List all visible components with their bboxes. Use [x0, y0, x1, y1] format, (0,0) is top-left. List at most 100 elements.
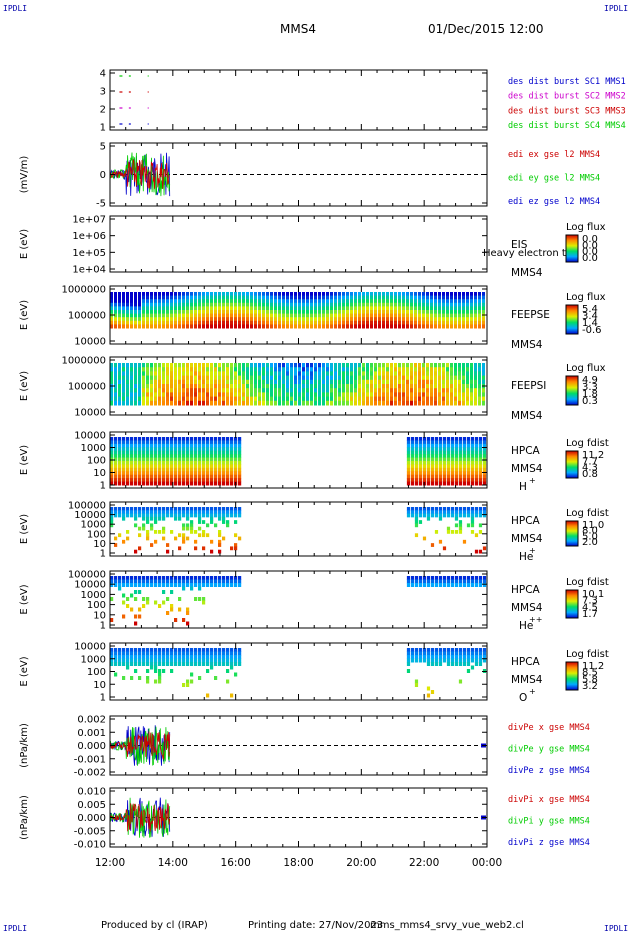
spectrogram-cell-feepse — [318, 292, 321, 297]
spectrogram-cell-feepse — [226, 320, 229, 325]
spectrogram-cell-feepse — [294, 324, 297, 329]
spectrogram-cell-feepse — [322, 302, 325, 307]
spectrogram-cell-hpca_hepp — [174, 583, 178, 587]
y-tick-label-hpca_hepp: 10 — [93, 610, 106, 621]
spectrogram-cell-feepsi — [298, 363, 301, 368]
panel-frame-burst — [109, 69, 488, 131]
spectrogram-cell-hpca_h — [442, 457, 447, 462]
spectrogram-cell-hpca_o — [186, 683, 190, 687]
time-tick-label: 18:00 — [283, 857, 313, 869]
spectrogram-cell-hpca_o — [194, 651, 198, 656]
spectrogram-cell-hpca_he — [218, 533, 222, 538]
spectrogram-cell-feepse — [346, 292, 349, 297]
spectrogram-cell-feepse — [442, 317, 445, 322]
spectrogram-cell-feepsi — [138, 363, 141, 368]
spectrogram-cell-feepse — [438, 320, 441, 325]
y-tick-label-hpca_o: 1000 — [81, 654, 106, 665]
spectrogram-cell-hpca_o — [466, 648, 471, 652]
spectrogram-cell-hpca_hepp — [138, 614, 142, 619]
spectrogram-cell-feepse — [290, 295, 293, 300]
spectrogram-cell-hpca_hepp — [138, 579, 142, 584]
spectrogram-cell-hpca_h — [126, 457, 130, 462]
spectrogram-cell-hpca_o — [130, 648, 134, 652]
spectrogram-cell-feepse — [342, 302, 345, 307]
spectrogram-cell-hpca_h — [158, 471, 162, 476]
spectrogram-cell-feepsi — [382, 400, 385, 406]
spectrogram-cell-hpca_o — [454, 651, 459, 656]
spectrogram-cell-hpca_he — [194, 530, 198, 534]
spectrogram-cell-feepse — [298, 310, 301, 315]
spectrogram-cell-feepsi — [246, 392, 249, 398]
spectrogram-cell-feepse — [266, 295, 269, 300]
spectrogram-cell-feepse — [186, 320, 189, 325]
spectrogram-cell-feepsi — [222, 379, 225, 385]
spectrogram-cell-feepse — [358, 320, 361, 325]
spectrogram-cell-feepsi — [158, 371, 161, 377]
spectrogram-cell-feepse — [222, 295, 225, 300]
spectrogram-cell-hpca_h — [406, 478, 411, 483]
spectrogram-cell-hpca_he — [414, 507, 419, 511]
spectrogram-cell-feepse — [254, 313, 257, 318]
spectrogram-cell-feepsi — [430, 400, 433, 406]
spectrogram-cell-hpca_h — [442, 461, 447, 465]
spectrogram-cell-hpca_he — [130, 513, 134, 518]
spectrogram-cell-hpca_o — [126, 655, 130, 659]
spectrogram-cell-hpca_o — [194, 655, 198, 659]
spectrogram-cell-hpca_h — [446, 447, 451, 452]
spectrogram-cell-feepsi — [338, 396, 341, 402]
spectrogram-cell-feepse — [406, 306, 409, 311]
spectrogram-cell-feepsi — [334, 400, 337, 406]
spectrogram-cell-hpca_h — [158, 464, 162, 469]
spectrogram-cell-feepsi — [218, 367, 221, 372]
spectrogram-cell-hpca_h — [190, 450, 194, 455]
spectrogram-cell-feepse — [442, 324, 445, 329]
spectrogram-cell-feepse — [410, 324, 413, 329]
spectrogram-cell-feepse — [230, 310, 233, 315]
spectrogram-cell-feepsi — [114, 388, 117, 393]
spectrogram-cell-hpca_he — [142, 526, 146, 531]
spectrogram-cell-feepse — [394, 302, 397, 307]
spectrogram-cell-feepse — [414, 292, 417, 297]
spectrogram-cell-feepse — [330, 317, 333, 322]
spectrogram-cell-feepse — [370, 302, 373, 307]
spectrogram-cell-hpca_h — [118, 464, 122, 469]
spectrogram-cell-hpca_h — [114, 450, 118, 455]
spectrogram-cell-feepsi — [422, 375, 425, 381]
spectrogram-cell-feepse — [194, 313, 197, 318]
spectrogram-cell-hpca_h — [126, 443, 130, 448]
spectrogram-cell-hpca_hepp — [186, 611, 190, 615]
spectrogram-cell-feepsi — [302, 392, 305, 398]
spectrogram-cell-feepsi — [238, 396, 241, 402]
spectrogram-cell-feepse — [478, 317, 481, 322]
spectrogram-cell-feepsi — [330, 388, 333, 393]
spectrogram-cell-hpca_he — [158, 513, 162, 518]
spectrogram-cell-hpca_hepp — [126, 604, 130, 608]
spectrogram-cell-hpca_h — [458, 457, 463, 462]
spectrogram-cell-hpca_he — [190, 520, 194, 524]
spectrogram-cell-hpca_o — [114, 662, 118, 666]
spectrogram-cell-feepsi — [226, 371, 229, 377]
spectrogram-cell-hpca_h — [154, 450, 158, 455]
spectrogram-cell-feepsi — [318, 396, 321, 402]
spectrogram-cell-feepsi — [478, 400, 481, 406]
spectrogram-cell-feepsi — [418, 392, 421, 398]
spectrogram-cell-feepsi — [250, 396, 253, 402]
spectrogram-cell-feepsi — [266, 363, 269, 368]
spectrogram-cell-hpca_h — [426, 450, 431, 455]
spectrogram-cell-feepse — [322, 313, 325, 318]
spectrogram-cell-hpca_h — [178, 467, 182, 472]
spectrogram-cell-feepsi — [286, 367, 289, 372]
spectrogram-cell-hpca_hepp — [194, 583, 198, 587]
spectrogram-cell-feepsi — [142, 363, 145, 368]
spectrogram-cell-feepsi — [358, 367, 361, 372]
spectrogram-cell-feepse — [182, 299, 185, 304]
spectrogram-cell-hpca_h — [454, 440, 459, 445]
spectrogram-cell-feepsi — [354, 371, 357, 377]
spectrogram-cell-hpca_o — [230, 655, 234, 659]
spectrogram-cell-hpca_he — [154, 513, 158, 518]
spectrogram-cell-feepse — [334, 295, 337, 300]
spectrogram-cell-hpca_h — [182, 454, 186, 459]
plot-date-title: 01/Dec/2015 12:00 — [428, 22, 544, 36]
spectrogram-cell-hpca_h — [234, 437, 238, 441]
spectrogram-cell-hpca_h — [178, 457, 182, 462]
